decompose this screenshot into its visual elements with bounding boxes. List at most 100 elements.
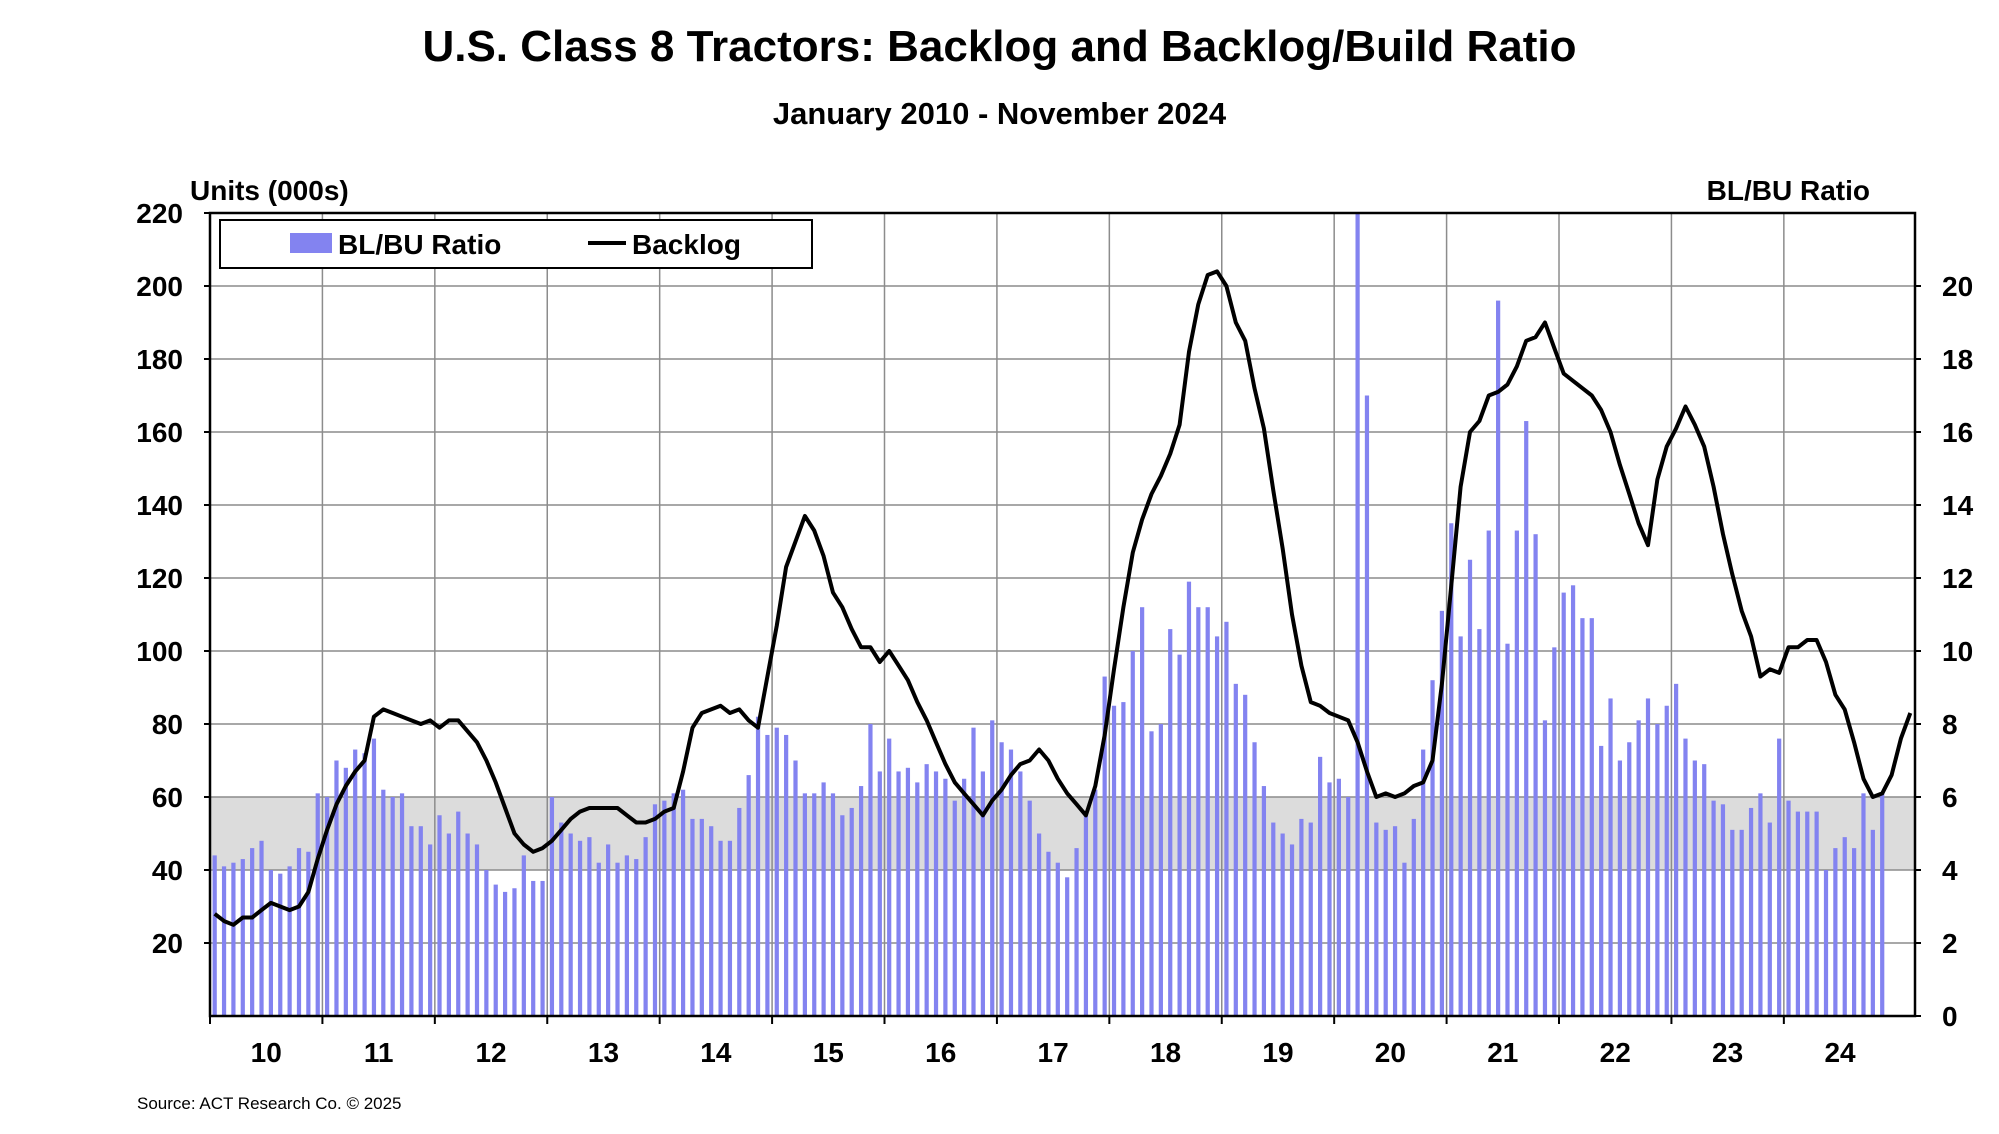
ratio-bar — [1355, 213, 1360, 1016]
ratio-bar — [512, 888, 517, 1016]
ratio-bar — [1823, 870, 1829, 1016]
ratio-bar — [1880, 793, 1885, 1016]
ratio-bar — [765, 734, 770, 1016]
ratio-bar — [896, 771, 901, 1016]
ratio-bar — [353, 749, 358, 1016]
ratio-bar — [784, 734, 789, 1016]
ratio-bar — [343, 767, 348, 1016]
right-axis-tick-label: 12 — [1942, 563, 1973, 594]
x-axis-tick-label: 12 — [475, 1037, 506, 1068]
ratio-bar — [980, 771, 985, 1016]
ratio-bar — [1093, 789, 1098, 1016]
ratio-bar — [1580, 618, 1585, 1016]
x-axis-tick-label: 17 — [1038, 1037, 1069, 1068]
ratio-bar — [1720, 804, 1726, 1016]
ratio-bar — [1833, 848, 1838, 1016]
ratio-bar — [1036, 833, 1042, 1016]
ratio-bar — [634, 859, 639, 1016]
ratio-bar — [962, 778, 967, 1016]
ratio-bar — [1224, 621, 1229, 1016]
ratio-bar — [1795, 811, 1801, 1016]
ratio-bar — [1421, 749, 1426, 1016]
ratio-bar — [437, 815, 442, 1016]
x-axis-tick-label: 10 — [251, 1037, 282, 1068]
ratio-bar — [568, 833, 573, 1016]
ratio-bar — [1805, 811, 1810, 1016]
ratio-bar — [840, 815, 845, 1016]
left-axis-tick-label: 160 — [136, 417, 183, 448]
x-axis-tick-label: 16 — [925, 1037, 956, 1068]
x-axis-tick-label: 19 — [1262, 1037, 1293, 1068]
ratio-bar — [1327, 782, 1332, 1016]
ratio-bar — [278, 873, 283, 1016]
ratio-bar — [849, 807, 854, 1016]
ratio-bar — [1308, 822, 1313, 1016]
ratio-bar — [1140, 607, 1145, 1016]
ratio-bar — [268, 870, 274, 1016]
ratio-bar — [1674, 683, 1679, 1016]
left-axis-tick-label: 220 — [136, 198, 183, 229]
x-axis-tick-label: 23 — [1712, 1037, 1743, 1068]
ratio-bar — [1214, 636, 1220, 1016]
ratio-bar — [1346, 797, 1351, 1016]
ratio-bar — [877, 771, 882, 1016]
ratio-bar — [1514, 530, 1519, 1016]
ratio-bar — [1411, 818, 1416, 1016]
ratio-bar — [371, 738, 377, 1016]
ratio-bar — [428, 844, 433, 1016]
ratio-bar — [1158, 724, 1163, 1016]
ratio-bar — [1402, 862, 1407, 1016]
ratio-bar — [1177, 654, 1182, 1016]
left-axis-tick-label: 20 — [152, 928, 183, 959]
x-axis-tick-label: 15 — [813, 1037, 844, 1068]
ratio-bar — [559, 822, 564, 1016]
ratio-bar — [1777, 738, 1782, 1016]
left-axis-tick-label: 140 — [136, 490, 183, 521]
right-axis-tick-label: 2 — [1942, 928, 1958, 959]
ratio-bar — [1851, 848, 1857, 1016]
ratio-bar — [1730, 829, 1735, 1016]
ratio-bar — [250, 848, 255, 1016]
ratio-bar — [1364, 395, 1370, 1016]
ratio-bar — [1318, 756, 1323, 1016]
ratio-bar — [1758, 793, 1763, 1016]
ratio-bar — [1149, 731, 1154, 1016]
ratio-bar — [1486, 530, 1491, 1016]
ratio-bar — [1083, 811, 1089, 1016]
ratio-bar — [793, 760, 798, 1016]
left-axis-title: Units (000s) — [190, 175, 349, 206]
ratio-bar — [212, 855, 217, 1016]
ratio-bar — [1130, 651, 1135, 1016]
ratio-bar — [1627, 742, 1632, 1016]
ratio-bar — [690, 818, 695, 1016]
ratio-bar — [1111, 705, 1117, 1016]
ratio-bar — [1102, 676, 1107, 1016]
ratio-bar — [1271, 822, 1276, 1016]
right-axis-title: BL/BU Ratio — [1707, 175, 1870, 206]
left-axis-tick-label: 200 — [136, 271, 183, 302]
ratio-bar — [652, 804, 658, 1016]
ratio-bar — [1252, 742, 1257, 1016]
legend-label-backlog: Backlog — [632, 229, 741, 260]
ratio-bar — [1008, 749, 1014, 1016]
ratio-bar — [718, 840, 723, 1016]
ratio-bar — [446, 833, 451, 1016]
ratio-bar — [802, 793, 807, 1016]
ratio-bar — [1692, 760, 1697, 1016]
ratio-bar — [990, 720, 995, 1016]
ratio-bar — [1430, 680, 1435, 1016]
ratio-bar — [1599, 745, 1604, 1016]
ratio-bar — [1243, 694, 1248, 1016]
left-axis-tick-label: 180 — [136, 344, 183, 375]
ratio-bar — [1533, 534, 1538, 1016]
ratio-bar — [240, 859, 245, 1016]
ratio-bar — [1439, 610, 1445, 1016]
ratio-bar — [662, 800, 667, 1016]
ratio-bar — [830, 793, 836, 1016]
ratio-bar — [1233, 683, 1238, 1016]
left-axis-tick-label: 100 — [136, 636, 183, 667]
ratio-bar — [381, 789, 386, 1016]
ratio-bar — [999, 742, 1004, 1016]
right-axis-tick-label: 20 — [1942, 271, 1973, 302]
